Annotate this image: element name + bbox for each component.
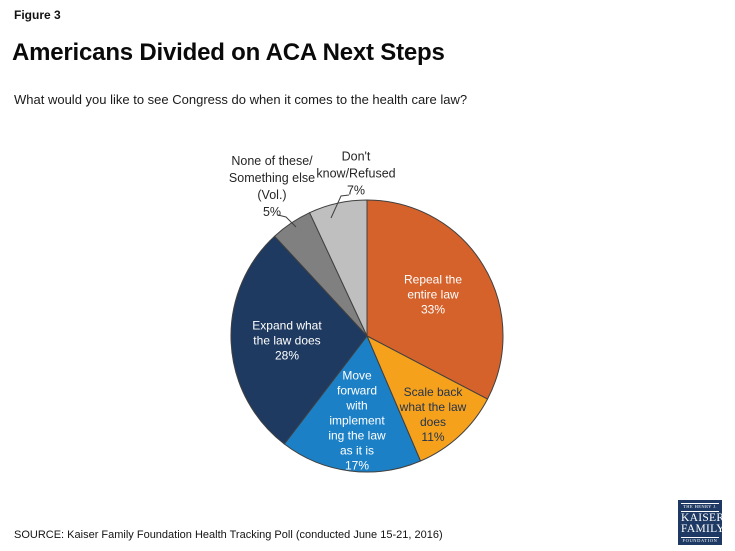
- pie-slice-3: [230, 235, 368, 445]
- figure-label: Figure 3: [14, 8, 61, 22]
- source-note: SOURCE: Kaiser Family Foundation Health …: [14, 529, 443, 541]
- pie-slice-2: [283, 335, 421, 473]
- logo-line-foundation: FOUNDATION: [681, 536, 719, 543]
- pie-slice-1: [366, 335, 488, 462]
- pie-slice-0: [366, 199, 504, 400]
- chart-question-subtitle: What would you like to see Congress do w…: [14, 92, 468, 107]
- page-title: Americans Divided on ACA Next Steps: [12, 39, 445, 66]
- kff-logo: THE HENRY J. KAISER FAMILY FOUNDATION: [678, 500, 725, 545]
- leader-line-none-of-these: [277, 214, 297, 228]
- logo-line-the-henry-j: THE HENRY J.: [681, 503, 719, 512]
- leader-line-dont-know: [330, 194, 350, 219]
- logo-line-kaiser: KAISER: [681, 511, 725, 524]
- logo-line-family: FAMILY: [681, 523, 725, 535]
